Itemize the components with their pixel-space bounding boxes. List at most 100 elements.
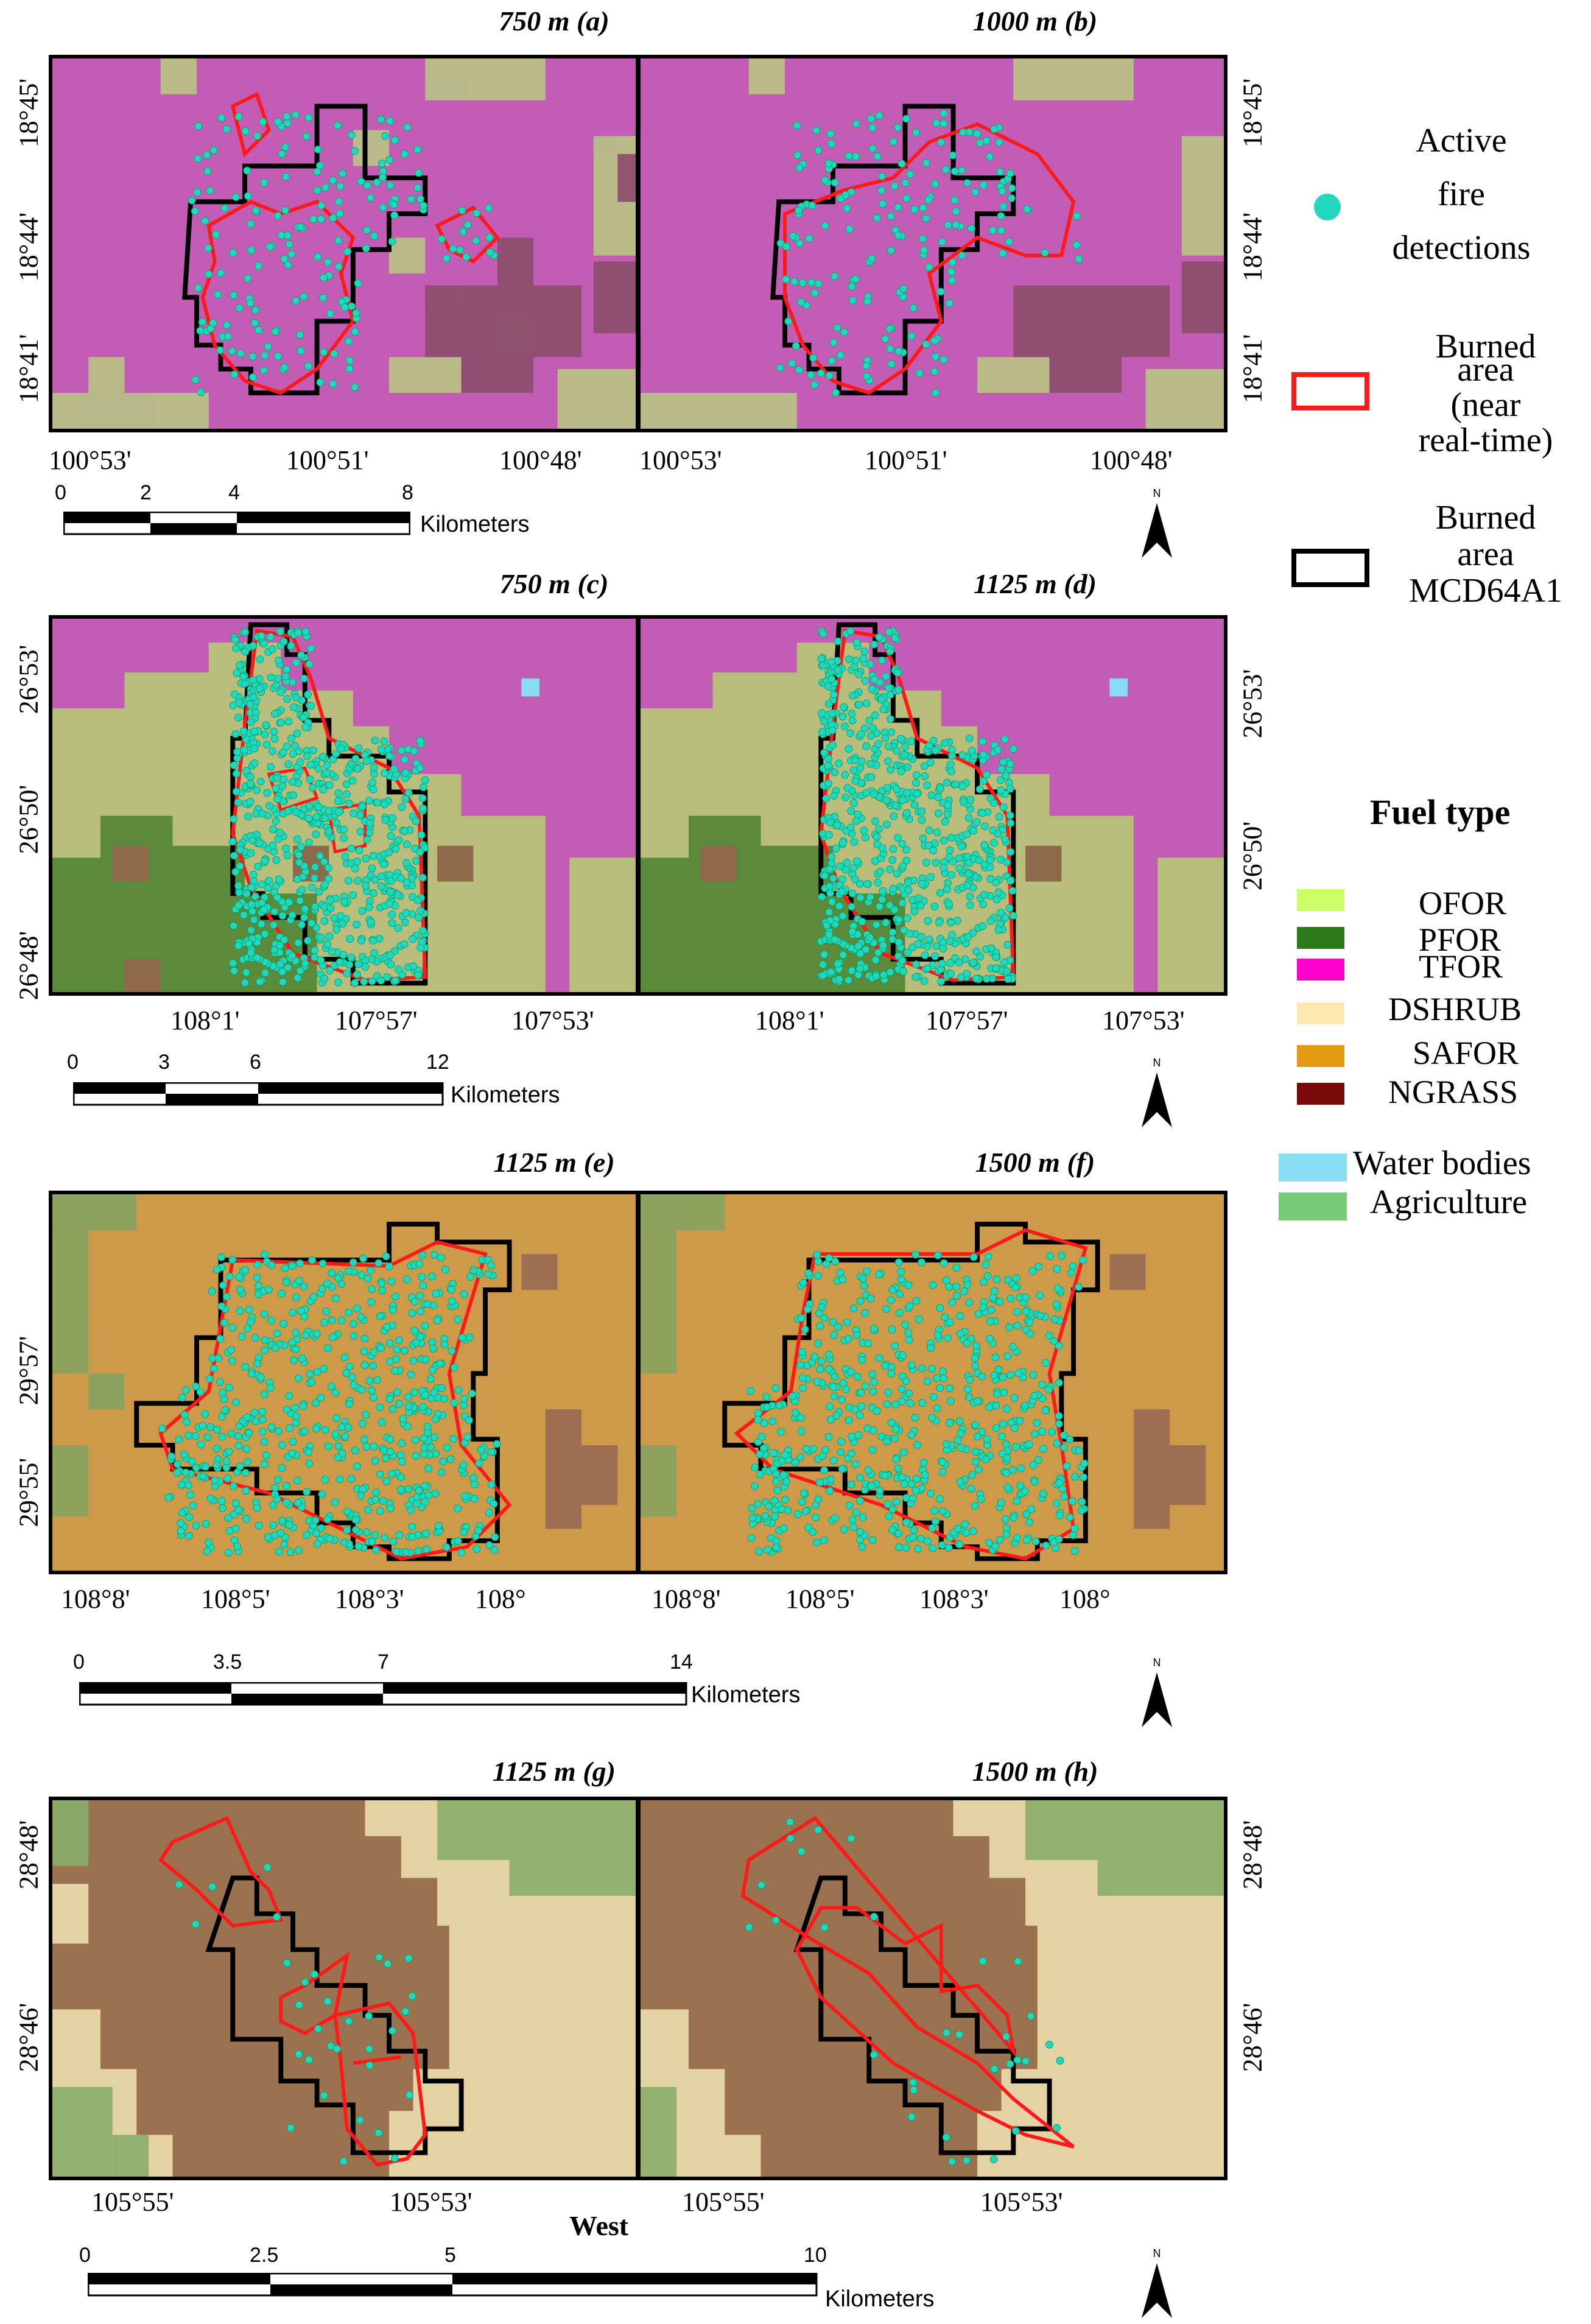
fire-detection-dot (1013, 1533, 1021, 1542)
x-tick-c-3: 107°53' (511, 1005, 594, 1035)
fire-detection-dot (278, 1464, 286, 1472)
fire-detection-dot (798, 1847, 806, 1856)
scalebar-1-tick-2: 4 (228, 481, 240, 504)
fire-detection-dot (323, 940, 331, 948)
fire-detection-dot (1013, 1308, 1021, 1316)
fire-detection-dot (303, 752, 311, 760)
fire-detection-dot (881, 1362, 890, 1370)
fire-detection-dot (930, 902, 939, 910)
fire-detection-dot (276, 942, 284, 949)
x-tick-e-2: 108°5' (201, 1584, 270, 1614)
fire-detection-dot (899, 862, 907, 870)
fire-detection-dot (403, 1275, 412, 1284)
fire-detection-dot (887, 360, 896, 368)
fire-detection-dot (284, 963, 292, 972)
fuel-label-tfor: TFOR (1419, 948, 1503, 985)
fire-detection-dot (971, 1502, 979, 1510)
fire-detection-dot (911, 973, 920, 981)
fire-detection-dot (848, 889, 857, 898)
fire-detection-dot (831, 1514, 839, 1523)
fire-detection-dot (999, 1420, 1008, 1428)
fire-detection-dot (255, 326, 263, 334)
fire-detection-dot (852, 638, 861, 647)
fire-detection-dot (826, 130, 835, 138)
fire-detection-dot (191, 1432, 200, 1440)
fire-detection-dot (932, 942, 941, 950)
fire-detection-dot (293, 1499, 302, 1507)
fire-detection-dot (292, 1419, 300, 1427)
fire-detection-dot (936, 1304, 944, 1312)
fire-detection-dot (298, 1354, 306, 1363)
fire-detection-dot (873, 1407, 881, 1415)
fire-detection-dot (925, 935, 933, 943)
scalebar-2-tick-2: 6 (250, 1051, 261, 1074)
fire-detection-dot (287, 250, 296, 258)
fire-detection-dot (301, 724, 310, 731)
fire-detection-dot (920, 246, 929, 254)
fire-detection-dot (771, 1384, 780, 1392)
fire-detection-dot (901, 179, 910, 187)
fire-detection-dot (317, 202, 325, 210)
fire-detection-dot (826, 1487, 834, 1495)
fire-detection-dot (748, 1504, 756, 1513)
fire-detection-dot (273, 1495, 281, 1504)
fire-detection-dot (868, 124, 877, 132)
fire-detection-dot (272, 817, 280, 825)
fire-detection-dot (184, 1431, 193, 1440)
fire-detection-dot (997, 227, 1005, 235)
fire-detection-dot (798, 1348, 806, 1356)
x-tick-g-1: 105°55' (91, 2187, 174, 2217)
fire-detection-dot (820, 748, 829, 757)
fire-detection-dot (877, 695, 886, 703)
fire-detection-dot (388, 1470, 396, 1478)
fire-detection-dot (312, 1529, 320, 1538)
fire-detection-dot (832, 389, 840, 397)
fire-detection-dot (909, 2079, 918, 2086)
fire-detection-dot (814, 1272, 823, 1280)
fire-detection-dot (323, 761, 331, 769)
fire-detection-dot (901, 751, 909, 759)
fire-detection-dot (813, 1251, 821, 1259)
fire-detection-dot (340, 834, 348, 842)
fire-detection-dot (231, 193, 240, 201)
fire-detection-dot (312, 813, 320, 822)
fire-detection-dot (923, 964, 932, 973)
fire-detection-dot (486, 248, 494, 256)
fire-detection-dot (458, 1334, 466, 1342)
panel-title-a: 750 m (a) (499, 5, 609, 37)
north-arrow-4: N (1139, 2247, 1175, 2324)
fire-detection-dot (1000, 835, 1009, 843)
fire-detection-dot (351, 383, 359, 392)
fire-detection-dot (946, 937, 954, 946)
fire-detection-dot (893, 870, 901, 878)
fire-detection-dot (260, 639, 269, 648)
fire-detection-dot (334, 1274, 342, 1283)
fire-detection-dot (810, 381, 819, 389)
fire-detection-dot (909, 304, 918, 312)
fire-detection-dot (927, 873, 935, 881)
fire-detection-dot (307, 883, 316, 892)
fire-detection-dot (986, 153, 994, 161)
fire-detection-dot (761, 1512, 770, 1520)
fire-detection-dot (306, 775, 314, 784)
fire-detection-dot (292, 1412, 301, 1421)
fire-detection-dot (320, 1364, 328, 1373)
fire-detection-dot (290, 742, 299, 750)
fire-detection-dot (786, 1818, 795, 1826)
fire-detection-dot (1060, 1443, 1069, 1452)
fire-detection-dot (932, 859, 940, 867)
fire-detection-dot (799, 1374, 807, 1382)
fire-detection-dot (335, 958, 344, 967)
fire-detection-dot (354, 876, 362, 885)
fire-detection-dot (307, 1378, 316, 1386)
fire-detection-dot (932, 389, 939, 397)
fire-detection-dot (1022, 1510, 1030, 1518)
x-tick-f-1: 108°8' (652, 1584, 721, 1614)
fire-detection-dot (317, 934, 325, 942)
fire-detection-dot (801, 1507, 810, 1515)
fire-detection-dot (353, 764, 362, 773)
fire-detection-dot (890, 812, 898, 820)
fire-detection-dot (370, 949, 378, 957)
fire-detection-dot (854, 971, 863, 979)
fire-detection-dot (814, 1826, 823, 1834)
